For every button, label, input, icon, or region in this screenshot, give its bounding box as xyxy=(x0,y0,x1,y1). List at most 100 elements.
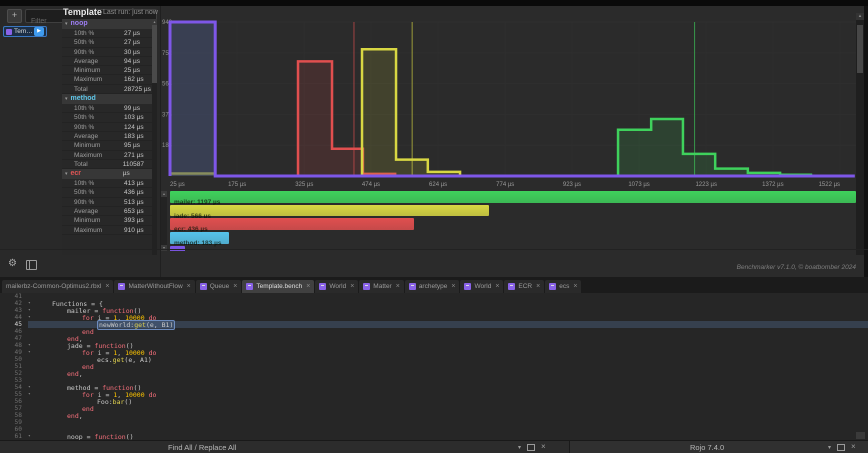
close-icon[interactable]: × xyxy=(573,283,578,290)
result-bar-method[interactable]: method: 183 µs xyxy=(170,232,229,247)
stat-label: Maximum xyxy=(74,226,103,234)
token: do xyxy=(148,390,157,399)
result-bar-mailer[interactable]: mailer: 1197 µs xyxy=(170,191,856,206)
tab-matter[interactable]: Matter × xyxy=(359,280,404,293)
code-line-58[interactable]: 58 end, xyxy=(0,411,868,420)
tab-mailerbz-common-optimus2-rbxl[interactable]: mailerbz-Common-Optimus2.rbxl × xyxy=(2,280,114,293)
close-icon[interactable]: × xyxy=(495,283,500,290)
close-icon[interactable]: × xyxy=(306,283,311,290)
tab-queue[interactable]: Queue × xyxy=(195,280,242,293)
stat-row: Maximum 271 µs xyxy=(62,151,152,160)
code-line-49[interactable]: 49 ▾ for i = 1, 10000 do xyxy=(0,349,868,357)
code-line-42[interactable]: 42 ▾ Functions = { xyxy=(0,299,868,308)
scrollbar-thumb[interactable] xyxy=(152,25,157,83)
add-filter-button[interactable]: + xyxy=(7,9,22,23)
code-line-48[interactable]: 48 ▾ jade = function() xyxy=(0,342,868,350)
result-bar-noop[interactable] xyxy=(170,245,186,251)
tab-matterwithoutflow[interactable]: MatterWithoutFlow × xyxy=(114,280,195,293)
code-line-45[interactable]: 45 newWorld:get(e, B1) xyxy=(0,319,868,330)
fold-arrow-icon[interactable]: ▾ xyxy=(28,434,31,439)
scroll-up-icon[interactable]: ▴ xyxy=(856,13,864,20)
fold-arrow-icon[interactable]: ▾ xyxy=(28,308,31,313)
result-bar-label: jade: 566 µs xyxy=(174,212,211,220)
close-icon[interactable]: × xyxy=(536,283,541,290)
token: , xyxy=(78,369,83,378)
fold-arrow-icon[interactable]: ▾ xyxy=(28,350,31,355)
code-line-59[interactable]: 59 xyxy=(0,419,868,426)
code-line-60[interactable]: 60 xyxy=(0,426,868,433)
gear-icon[interactable]: ⚙ xyxy=(8,258,17,269)
rojo-panel-title[interactable]: Rojo 7.4.0 xyxy=(690,443,725,452)
find-replace-panel-title[interactable]: Find All / Replace All xyxy=(168,443,237,452)
y-tick-label: 752 xyxy=(162,51,173,57)
line-number: 57 xyxy=(14,405,22,412)
code-line-46[interactable]: 46 end xyxy=(0,328,868,336)
run-benchmark-button[interactable]: ▶ xyxy=(34,27,44,36)
sidebar-item-template-bench[interactable]: Tem… xyxy=(3,26,47,37)
scroll-up-icon[interactable]: ▴ xyxy=(152,19,157,25)
close-icon[interactable]: × xyxy=(451,283,456,290)
scrollbar-thumb[interactable] xyxy=(857,25,863,73)
token: , xyxy=(117,313,126,322)
code-line-53[interactable]: 53 xyxy=(0,377,868,384)
close-icon[interactable]: × xyxy=(186,283,191,290)
editor-scroll-corner xyxy=(856,432,865,439)
code-line-56[interactable]: 56 Foo:bar() xyxy=(0,398,868,406)
code-line-55[interactable]: 55 ▾ for i = 1, 10000 do xyxy=(0,390,868,399)
tab-ecs[interactable]: ecs × xyxy=(545,280,582,293)
chevron-down-icon[interactable]: ▾ xyxy=(828,444,832,451)
close-icon[interactable]: × xyxy=(541,442,546,451)
code-line-61[interactable]: 61 ▾ noop = function() xyxy=(0,433,868,441)
tab-ecr[interactable]: ECR × xyxy=(504,280,545,293)
tab-world[interactable]: World × xyxy=(315,280,359,293)
close-icon[interactable]: × xyxy=(350,283,355,290)
chevron-down-icon[interactable]: ▾ xyxy=(518,444,522,451)
section-name: method xyxy=(70,95,96,103)
code-editor[interactable]: 41 42 ▾ Functions = {43 ▾ mailer = function()… xyxy=(0,293,868,440)
float-window-icon[interactable] xyxy=(837,443,846,451)
export-icon[interactable] xyxy=(26,260,37,270)
code-line-43[interactable]: 43 ▾ mailer = function() xyxy=(0,307,868,315)
close-icon[interactable]: × xyxy=(105,283,110,290)
code-line-47[interactable]: 47 end, xyxy=(0,335,868,343)
stats-section-header-ecr[interactable]: ▾ ecr xyxy=(62,169,152,180)
code-line-54[interactable]: 54 ▾ method = function() xyxy=(0,384,868,392)
fold-arrow-icon[interactable]: ▾ xyxy=(28,392,31,397)
fold-arrow-icon[interactable]: ▾ xyxy=(28,315,31,320)
chevron-down-icon: ▾ xyxy=(65,96,68,103)
code-text: newWorld:get(e, B1) xyxy=(97,319,176,330)
close-icon[interactable]: × xyxy=(395,283,400,290)
tab-world[interactable]: World × xyxy=(460,280,504,293)
token: Functions = { xyxy=(52,299,103,308)
stat-label: Maximum xyxy=(74,151,103,159)
result-bar-ecr[interactable]: ecr: 436 µs xyxy=(170,218,415,233)
tab-template-bench[interactable]: Template.bench × xyxy=(242,280,315,293)
token: for xyxy=(82,313,98,322)
bars-scrollbar[interactable]: ▴ ▾ xyxy=(161,191,167,251)
code-line-41[interactable]: 41 xyxy=(0,293,868,300)
close-icon[interactable]: × xyxy=(851,442,856,451)
code-line-51[interactable]: 51 end xyxy=(0,363,868,371)
scroll-down-icon[interactable]: ▾ xyxy=(161,245,167,251)
stats-scrollbar[interactable]: ▴ xyxy=(152,19,157,255)
fold-arrow-icon[interactable]: ▾ xyxy=(28,301,31,306)
line-number: 60 xyxy=(14,426,22,433)
tab-label: Matter xyxy=(373,283,392,290)
tab-archetype[interactable]: archetype × xyxy=(404,280,460,293)
scroll-up-icon[interactable]: ▴ xyxy=(161,191,167,197)
stats-section-header-noop[interactable]: ▾ noop xyxy=(62,19,152,29)
float-window-icon[interactable] xyxy=(527,443,536,451)
result-bar-jade[interactable]: jade: 566 µs xyxy=(170,204,489,220)
code-text: method = function() xyxy=(67,384,141,392)
code-line-57[interactable]: 57 end xyxy=(0,405,868,413)
close-icon[interactable]: × xyxy=(233,283,238,290)
code-line-52[interactable]: 52 end, xyxy=(0,369,868,378)
fold-arrow-icon[interactable]: ▾ xyxy=(28,385,31,390)
code-line-44[interactable]: 44 ▾ for i = 1, 10000 do xyxy=(0,313,868,322)
chart-scrollbar[interactable]: ▴ xyxy=(856,13,864,255)
fold-arrow-icon[interactable]: ▾ xyxy=(28,343,31,348)
token: end xyxy=(67,411,79,420)
stats-section-header-method[interactable]: ▾ method xyxy=(62,94,152,105)
x-tick-label: 175 µs xyxy=(228,182,246,188)
code-line-50[interactable]: 50 ecs.get(e, A1) xyxy=(0,356,868,364)
